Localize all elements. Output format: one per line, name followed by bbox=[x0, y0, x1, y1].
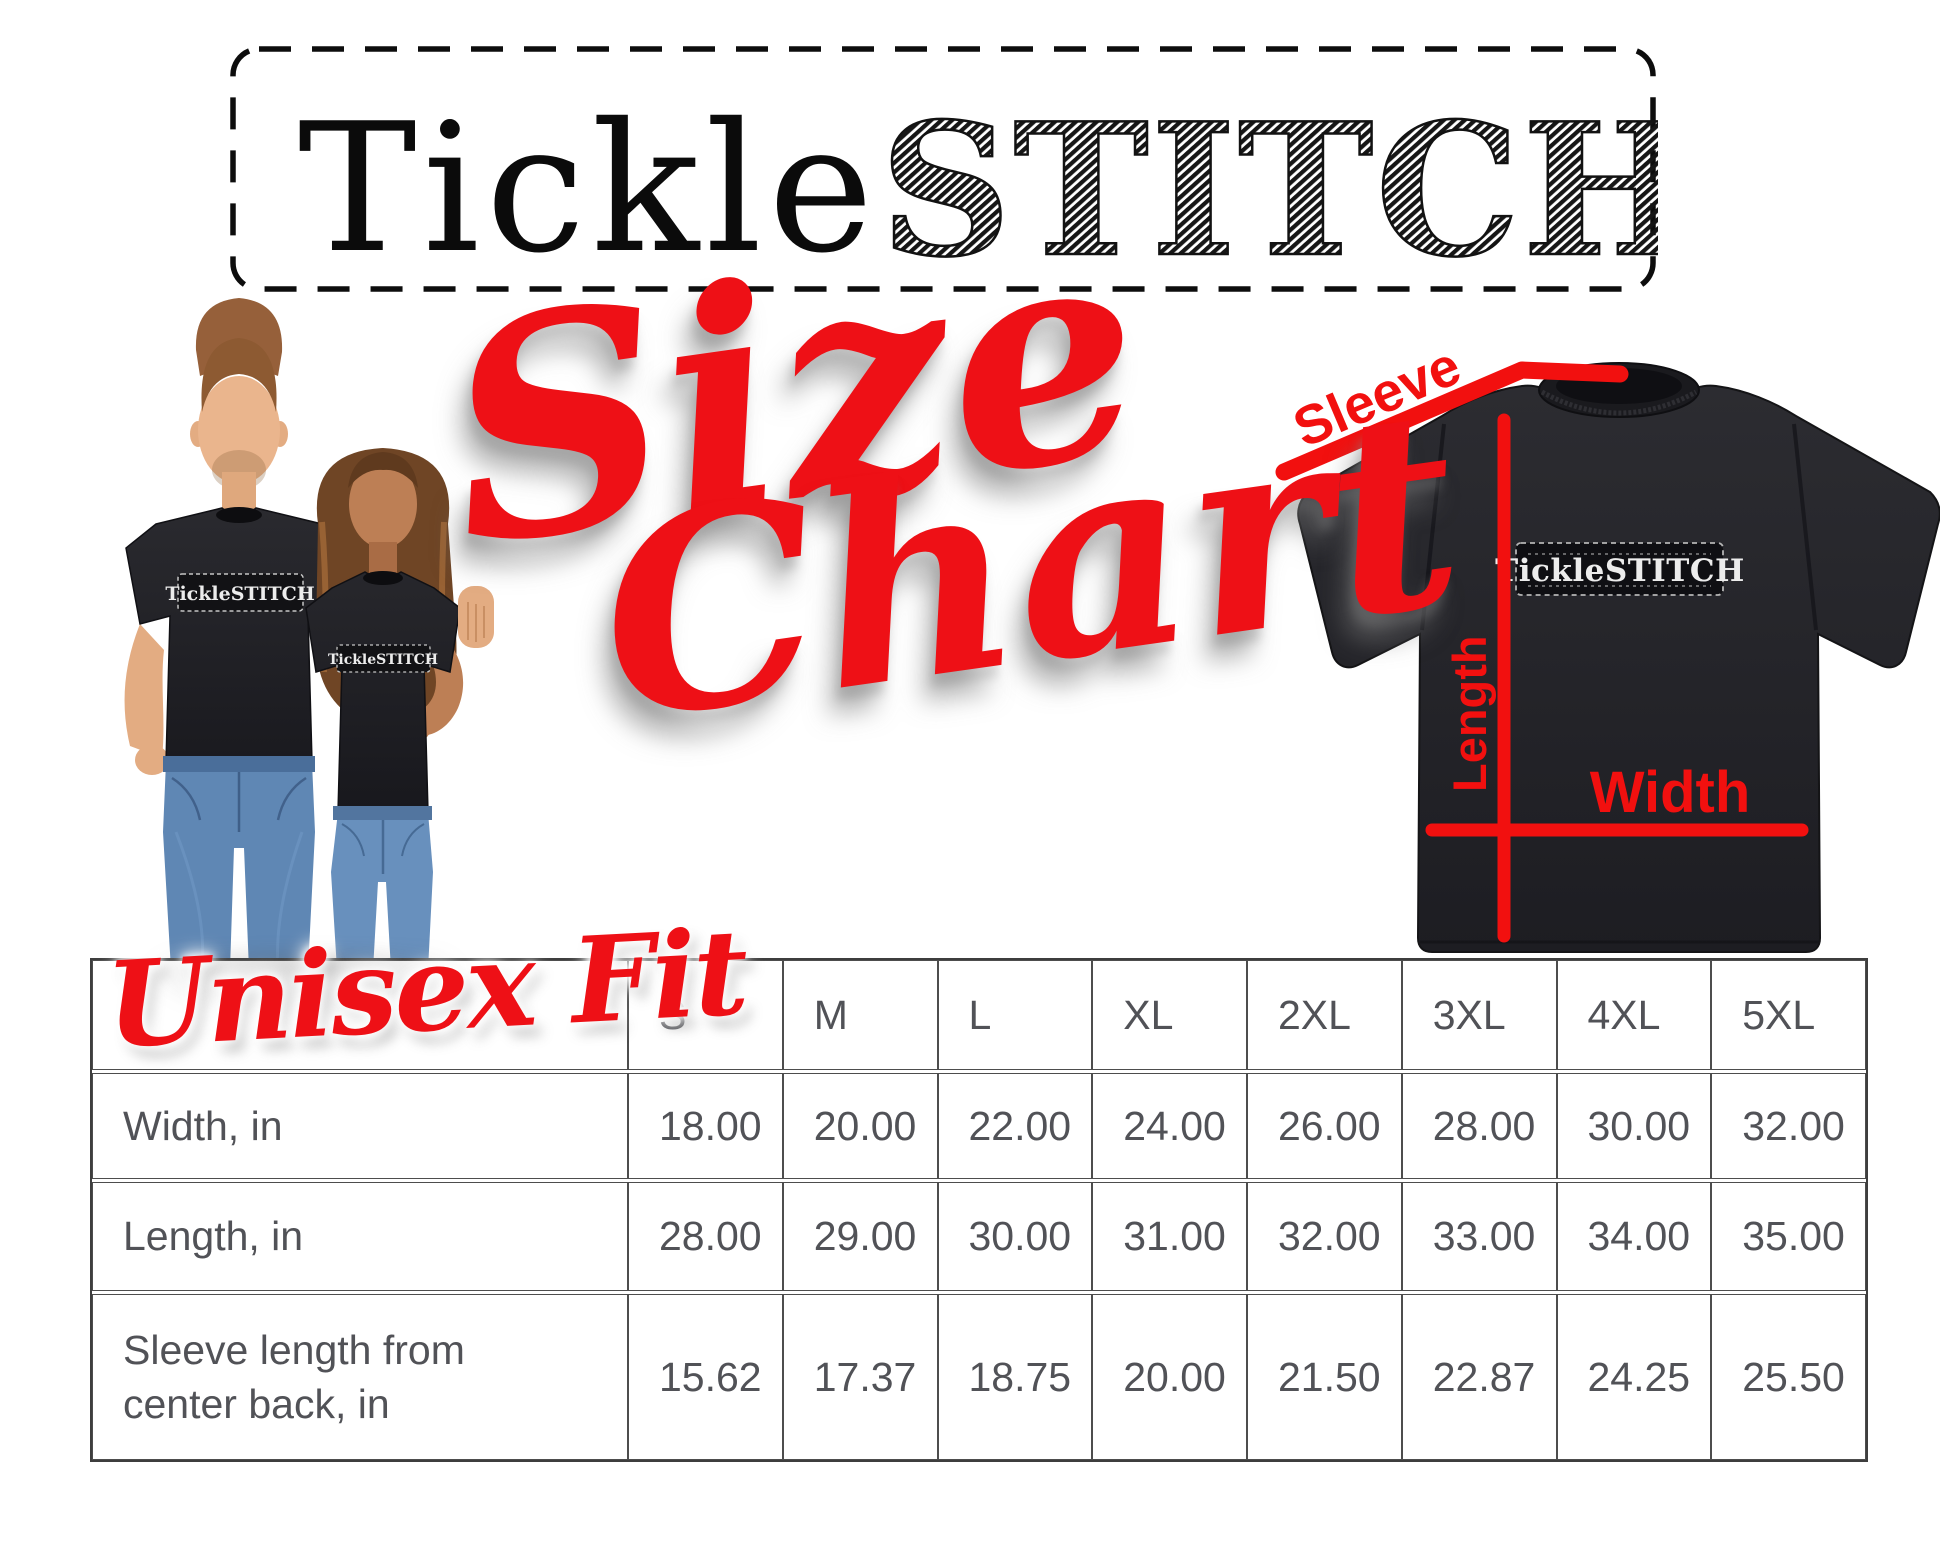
models-photo: TickleSTITCH TickleSTITCH bbox=[124, 298, 494, 970]
unisex-fit-label: Unisex Fit bbox=[102, 902, 749, 1075]
length-label: Length bbox=[1443, 635, 1496, 792]
table-value: 34.00 bbox=[1556, 1182, 1712, 1291]
table-value: 30.00 bbox=[1556, 1073, 1712, 1179]
size-column-header-5xl: 5XL bbox=[1711, 960, 1866, 1070]
size-column-header-m: M bbox=[782, 960, 938, 1070]
row-label-length: Length, in bbox=[92, 1182, 628, 1291]
table-value: 29.00 bbox=[782, 1182, 938, 1291]
size-column-header-2xl: 2XL bbox=[1247, 960, 1402, 1070]
table-value: 24.25 bbox=[1556, 1294, 1712, 1460]
size-column-header-l: L bbox=[937, 960, 1093, 1070]
table-value: 18.00 bbox=[628, 1073, 783, 1179]
table-corner-cell bbox=[92, 960, 628, 1070]
table-value: 20.00 bbox=[782, 1073, 938, 1179]
size-column-header-s: S bbox=[628, 960, 783, 1070]
shirt-graphic: TickleSTITCH bbox=[1297, 362, 1940, 953]
row-label-width: Width, in bbox=[92, 1073, 628, 1179]
table-value: 17.37 bbox=[782, 1294, 938, 1460]
table-value: 30.00 bbox=[937, 1182, 1093, 1291]
row-label-sleeve-length: Sleeve length from center back, in bbox=[92, 1294, 628, 1460]
row-label-sleeve-length-text: Sleeve length from center back, in bbox=[123, 1326, 465, 1427]
width-label: Width bbox=[1590, 760, 1751, 825]
shirt-chest-logo-text: TickleSTITCH bbox=[1495, 553, 1745, 589]
size-column-header-3xl: 3XL bbox=[1401, 960, 1557, 1070]
table-value: 15.62 bbox=[628, 1294, 783, 1460]
dashed-border bbox=[230, 46, 1656, 292]
table-value: 31.00 bbox=[1092, 1182, 1247, 1291]
table-value: 28.00 bbox=[628, 1182, 783, 1291]
photo-drop-shadow bbox=[140, 952, 470, 1022]
brand-logo-box: Tickle STITCH bbox=[230, 46, 1658, 296]
womens-shirt-logo-patch: TickleSTITCH bbox=[328, 652, 438, 668]
table-value: 22.00 bbox=[937, 1073, 1093, 1179]
table-value: 20.00 bbox=[1092, 1294, 1247, 1460]
table-value: 21.50 bbox=[1247, 1294, 1402, 1460]
logo-word-stitch: STITCH bbox=[880, 83, 1658, 296]
size-column-header-xl: XL bbox=[1092, 960, 1247, 1070]
shirt-chest-patch bbox=[1515, 542, 1724, 596]
table-value: 18.75 bbox=[937, 1294, 1093, 1460]
table-value: 32.00 bbox=[1711, 1073, 1866, 1179]
logo-word-tickle: Tickle bbox=[298, 85, 879, 292]
table-value: 33.00 bbox=[1401, 1182, 1557, 1291]
size-column-header-4xl: 4XL bbox=[1556, 960, 1712, 1070]
mens-shirt-logo-patch: TickleSTITCH bbox=[165, 583, 314, 605]
table-value: 26.00 bbox=[1247, 1073, 1402, 1179]
shirt-measurement-diagram: TickleSTITCH Sleeve Length Width bbox=[1275, 340, 1940, 953]
male-model: TickleSTITCH bbox=[124, 298, 448, 970]
sleeve-measure-line bbox=[1275, 361, 1629, 481]
table-value: 25.50 bbox=[1711, 1294, 1866, 1460]
female-model: TickleSTITCH bbox=[305, 448, 494, 970]
table-value: 22.87 bbox=[1401, 1294, 1557, 1460]
table-value: 35.00 bbox=[1711, 1182, 1866, 1291]
table-value: 28.00 bbox=[1401, 1073, 1557, 1179]
table-value: 32.00 bbox=[1247, 1182, 1402, 1291]
size-table: S M L XL 2XL 3XL 4XL 5XL Width, in 18.00… bbox=[90, 958, 1868, 1462]
table-value: 24.00 bbox=[1092, 1073, 1247, 1179]
